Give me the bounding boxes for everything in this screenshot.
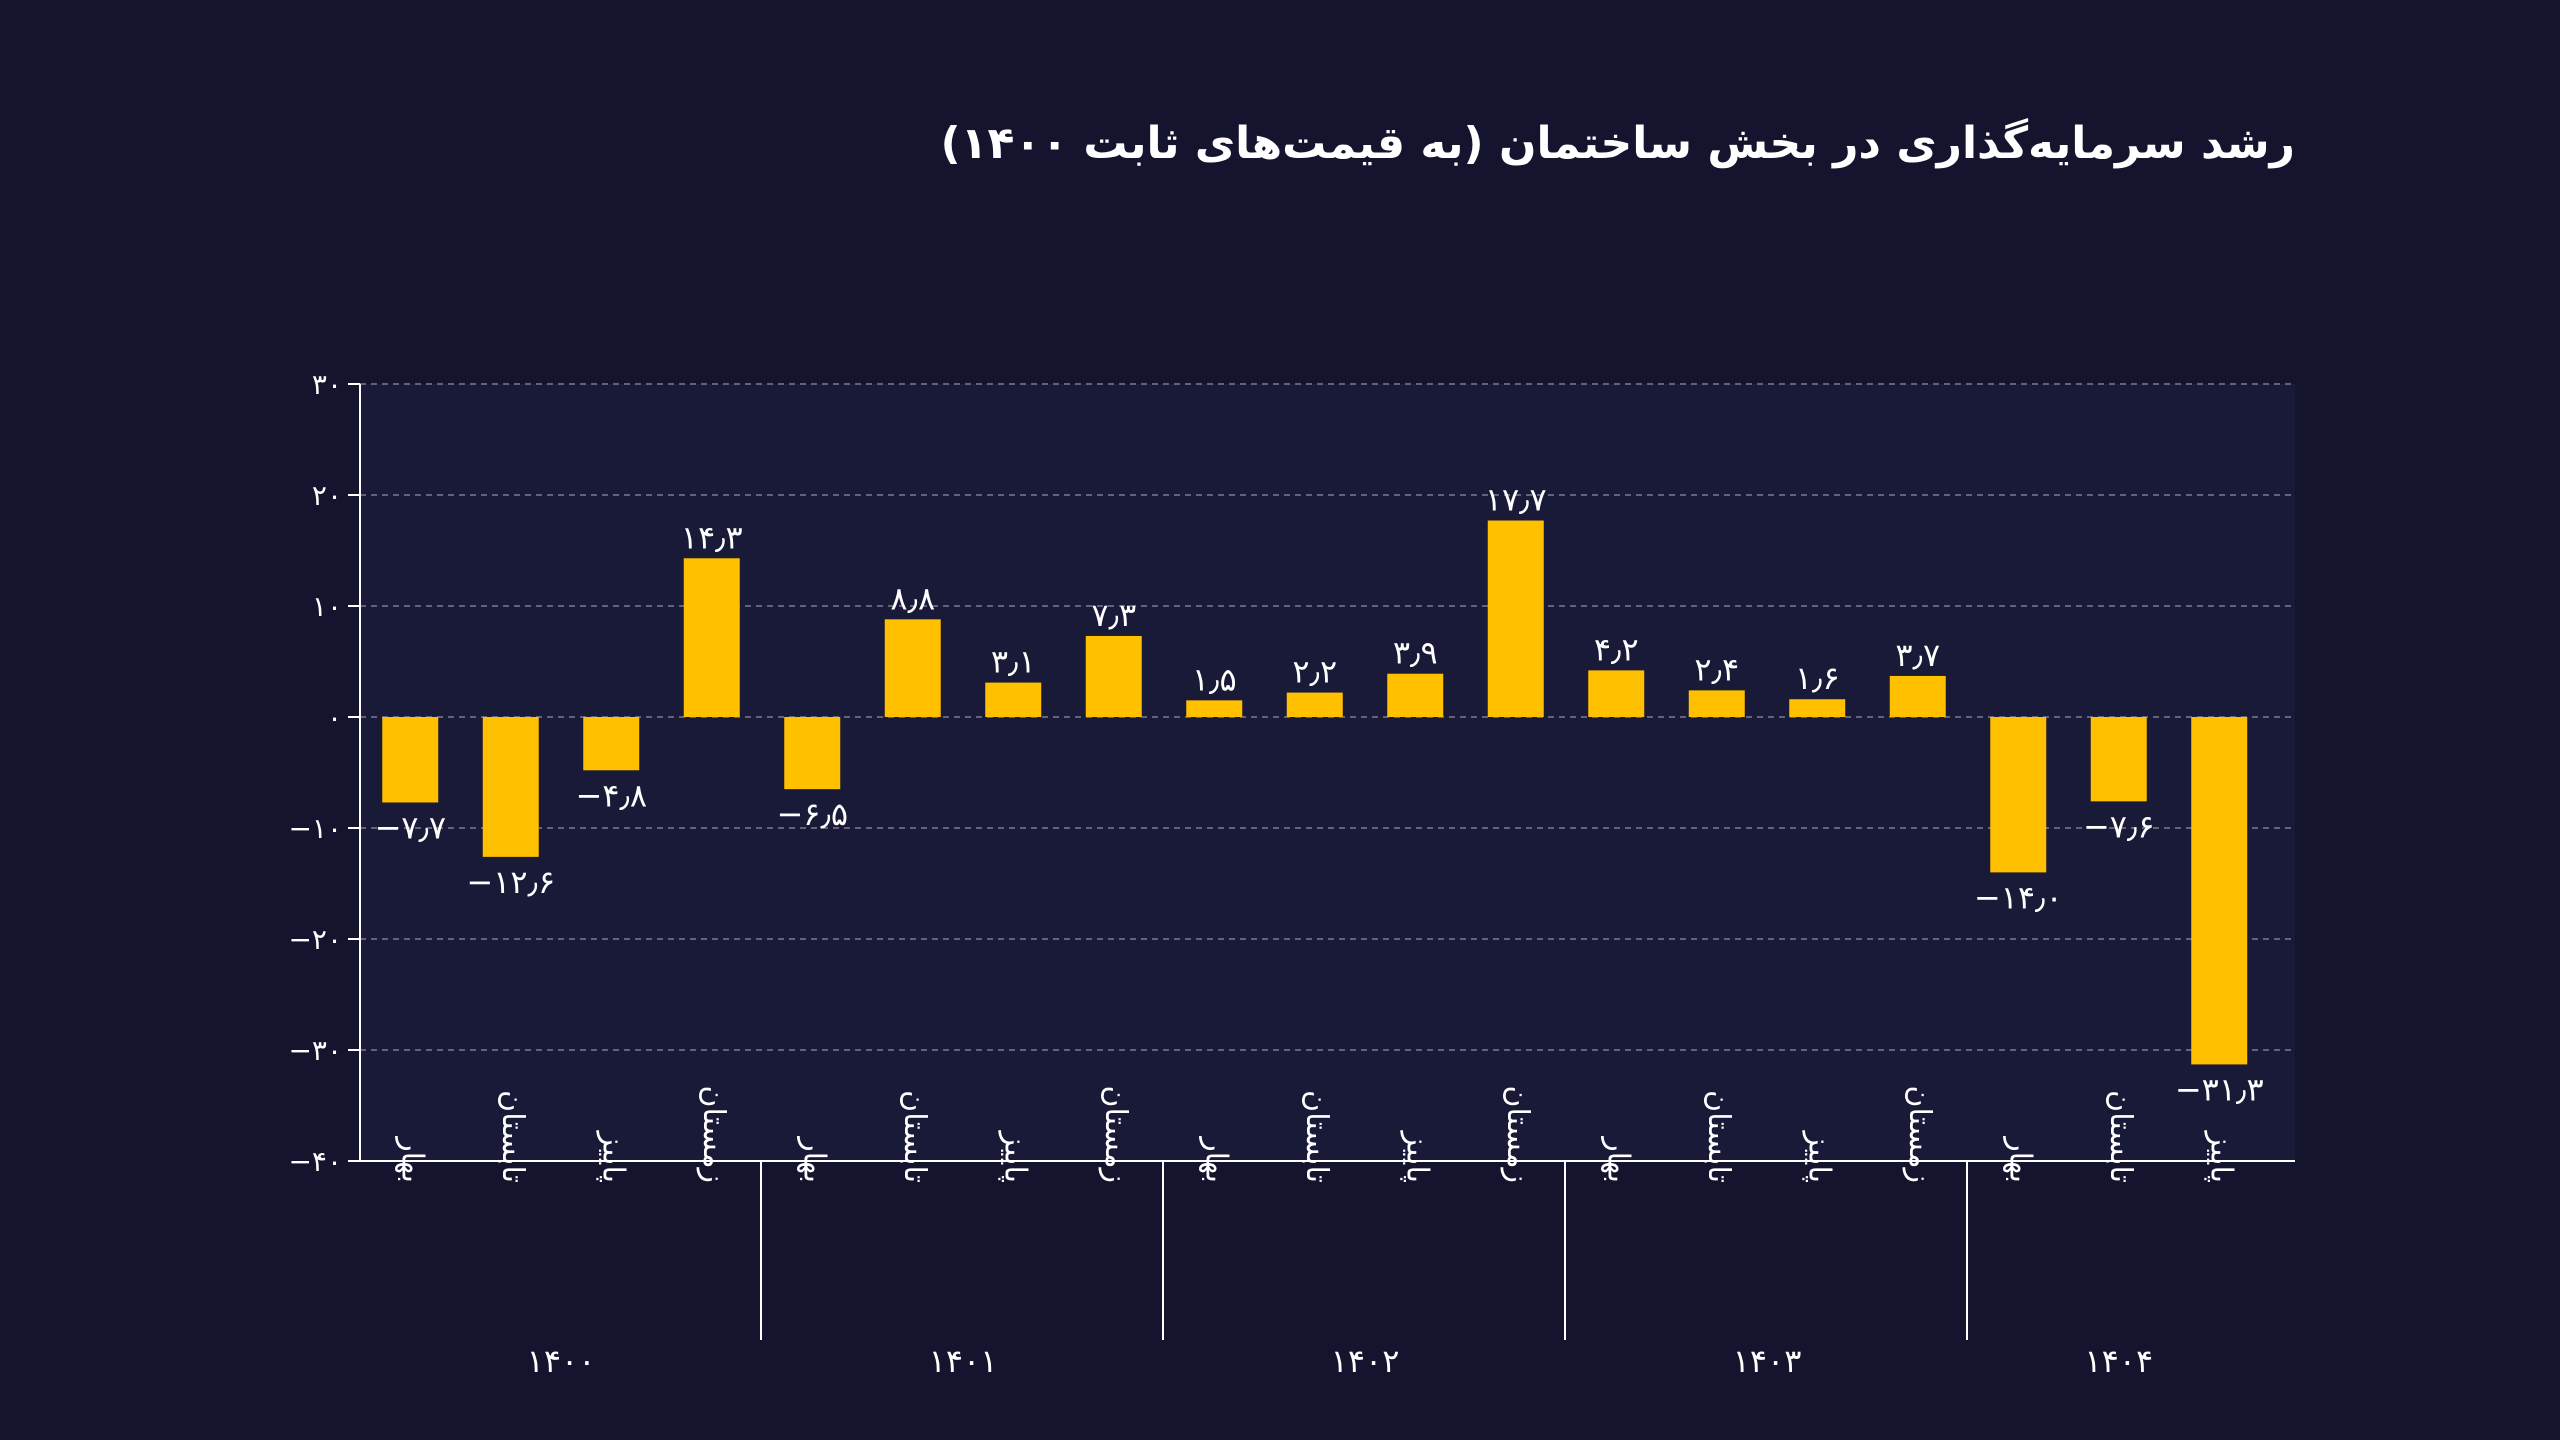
x-group-label: ۱۴۰۳	[1733, 1342, 1802, 1380]
data-label: ۸٫۸	[890, 579, 935, 617]
data-label: ۱۴٫۳	[681, 518, 743, 556]
bar	[683, 558, 740, 717]
x-category-label: پاییز	[997, 1130, 1032, 1183]
data-label: ۷٫۳	[1091, 596, 1136, 634]
x-category-label: پاییز	[595, 1130, 630, 1183]
bar	[1588, 670, 1645, 717]
x-category-label: تابستان	[1701, 1090, 1736, 1183]
x-category-label: بهار	[1198, 1135, 1233, 1183]
bar	[583, 717, 640, 771]
x-group-label: ۱۴۰۱	[929, 1342, 998, 1380]
data-label: ۱۷٫۷	[1485, 481, 1547, 519]
data-label: ۲٫۲	[1292, 653, 1337, 691]
x-category-label: زمستان	[696, 1085, 731, 1183]
x-category-label: بهار	[796, 1135, 831, 1183]
data-label: −۴٫۸	[575, 776, 647, 814]
x-category-label: بهار	[394, 1135, 429, 1183]
data-label: ۳٫۷	[1895, 636, 1940, 674]
bar	[2191, 717, 2248, 1065]
bar	[482, 717, 539, 857]
x-category-label: بهار	[1600, 1135, 1635, 1183]
data-label: ۱٫۶	[1795, 659, 1840, 697]
plot-area	[360, 384, 2295, 1161]
bar	[784, 717, 841, 790]
bar	[1186, 700, 1243, 717]
x-group-label: ۱۴۰۲	[1331, 1342, 1400, 1380]
x-category-label: پاییز	[1399, 1130, 1434, 1183]
bar	[1286, 692, 1343, 717]
y-tick-label: ۳۰	[312, 368, 342, 401]
x-category-label: تابستان	[1299, 1090, 1334, 1183]
x-category-label: زمستان	[1902, 1085, 1937, 1183]
x-category-label: پاییز	[2203, 1130, 2238, 1183]
data-label: ۳٫۹	[1393, 634, 1438, 672]
data-label: ۴٫۲	[1594, 630, 1639, 668]
x-group-label: ۱۴۰۴	[2084, 1342, 2153, 1380]
x-category-label: بهار	[2002, 1135, 2037, 1183]
bar	[1889, 675, 1946, 717]
bar	[1990, 717, 2047, 873]
bar	[2090, 717, 2147, 802]
x-category-label: تابستان	[495, 1090, 530, 1183]
y-tick-label: −۳۰	[288, 1034, 342, 1067]
y-tick-label: ۰	[327, 701, 342, 734]
bar	[1688, 690, 1745, 717]
data-label: −۷٫۷	[374, 808, 446, 846]
x-group-label: ۱۴۰۰	[527, 1342, 596, 1380]
y-tick-label: −۲۰	[288, 923, 342, 956]
bar	[382, 717, 439, 803]
bar	[1085, 635, 1142, 717]
bar	[884, 619, 941, 717]
data-label: ۱٫۵	[1192, 660, 1237, 698]
bar	[1789, 699, 1846, 717]
x-category-label: تابستان	[897, 1090, 932, 1183]
data-label: −۱۴٫۰	[1974, 878, 2063, 916]
y-tick-label: ۲۰	[312, 479, 342, 512]
y-tick-label: −۴۰	[288, 1145, 342, 1178]
chart-title: رشد سرمایه‌گذاری در بخش ساختمان (به قیمت…	[940, 118, 2296, 169]
bar	[985, 682, 1042, 717]
x-category-label: پاییز	[1801, 1130, 1836, 1183]
bar	[1487, 520, 1544, 717]
y-tick-label: ۱۰	[312, 590, 342, 623]
data-label: ۳٫۱	[991, 643, 1036, 681]
x-category-label: تابستان	[2103, 1090, 2138, 1183]
y-tick-label: −۱۰	[288, 812, 342, 845]
data-label: −۱۲٫۶	[466, 863, 555, 901]
data-label: ۲٫۴	[1694, 650, 1739, 688]
bar	[1387, 673, 1444, 717]
x-category-label: زمستان	[1500, 1085, 1535, 1183]
data-label: −۶٫۵	[776, 795, 848, 833]
data-label: −۳۱٫۳	[2175, 1070, 2264, 1108]
data-label: −۷٫۶	[2083, 807, 2155, 845]
x-category-label: زمستان	[1098, 1085, 1133, 1183]
